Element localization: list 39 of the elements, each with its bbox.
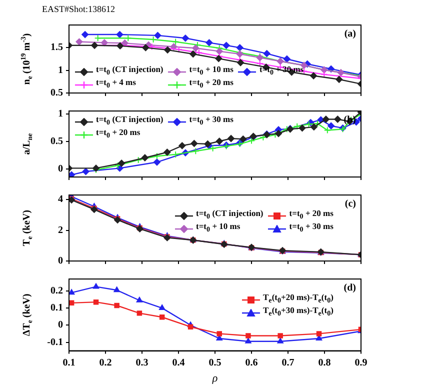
x-tick-label: 0.6 xyxy=(245,357,258,368)
legend-label: t=t$_{0}$ + 20 ms xyxy=(189,76,234,92)
y-tick-label: 1 xyxy=(58,108,63,120)
legend-label: t=t$_{0}$ + 20 ms xyxy=(289,208,334,221)
x-tick-label: 0.2 xyxy=(99,357,112,368)
x-tick-label: 0.5 xyxy=(208,357,222,368)
legend-label: t=t$_{0}$ (CT injection) xyxy=(96,64,164,77)
y-tick-label: 1 xyxy=(58,64,63,76)
x-axis-title: ρ xyxy=(211,372,218,384)
legend-label: t=t$_{0}$ (CT injection) xyxy=(196,208,264,221)
y-tick-label: 0.5 xyxy=(50,88,63,99)
legend-label: t=t$_{0}$ + 30 ms xyxy=(289,220,334,236)
annotation: (c) xyxy=(344,198,356,210)
legend-label: t=t$_{0}$ + 10 ms xyxy=(196,220,240,236)
y-tick-label: -0.1 xyxy=(47,336,63,348)
y-tick-label: 2 xyxy=(58,224,63,236)
x-tick-label: 0.4 xyxy=(172,357,185,368)
text: T$_{e}$(t$_{0}$+20 ms)-T$_{e}$(t$_{0}$) xyxy=(263,292,334,305)
legend-label: t=t$_{0}$ + 10 ms xyxy=(189,64,234,77)
legend-label: t=t$_{0}$ + 4 ms xyxy=(96,76,136,92)
y-tick-label: 0 xyxy=(58,256,63,267)
x-tick-label: 0.8 xyxy=(318,357,331,368)
chart-title: EAST#Shot:138612 xyxy=(41,3,116,16)
y-tick-label: 4 xyxy=(58,194,63,206)
x-tick-label: 0.3 xyxy=(136,357,148,368)
y-tick-label: 1.5 xyxy=(50,42,63,54)
x-tick-label: 0.9 xyxy=(354,357,368,368)
legend-label: t=t$_{0}$ + 20 ms xyxy=(96,126,140,142)
y-tick-label: 0.1 xyxy=(50,302,63,314)
y-tick-label: 0.2 xyxy=(50,286,63,297)
text: T$_{e}$(t$_{0}$+30 ms)-T$_{e}$(t$_{0}$) xyxy=(263,305,334,318)
annotation: (a) xyxy=(344,28,356,40)
y-tick-label: 0.5 xyxy=(50,136,63,147)
legend-label: t=t$_{0}$ (CT injection) xyxy=(96,114,164,127)
legend-label: t=t$_{0}$ + 30 ms xyxy=(189,113,234,129)
y-tick-label: 0 xyxy=(58,163,63,174)
y-tick-label: 0 xyxy=(58,320,63,331)
x-tick-label: 0.7 xyxy=(282,357,294,368)
annotation: (d) xyxy=(344,282,356,294)
